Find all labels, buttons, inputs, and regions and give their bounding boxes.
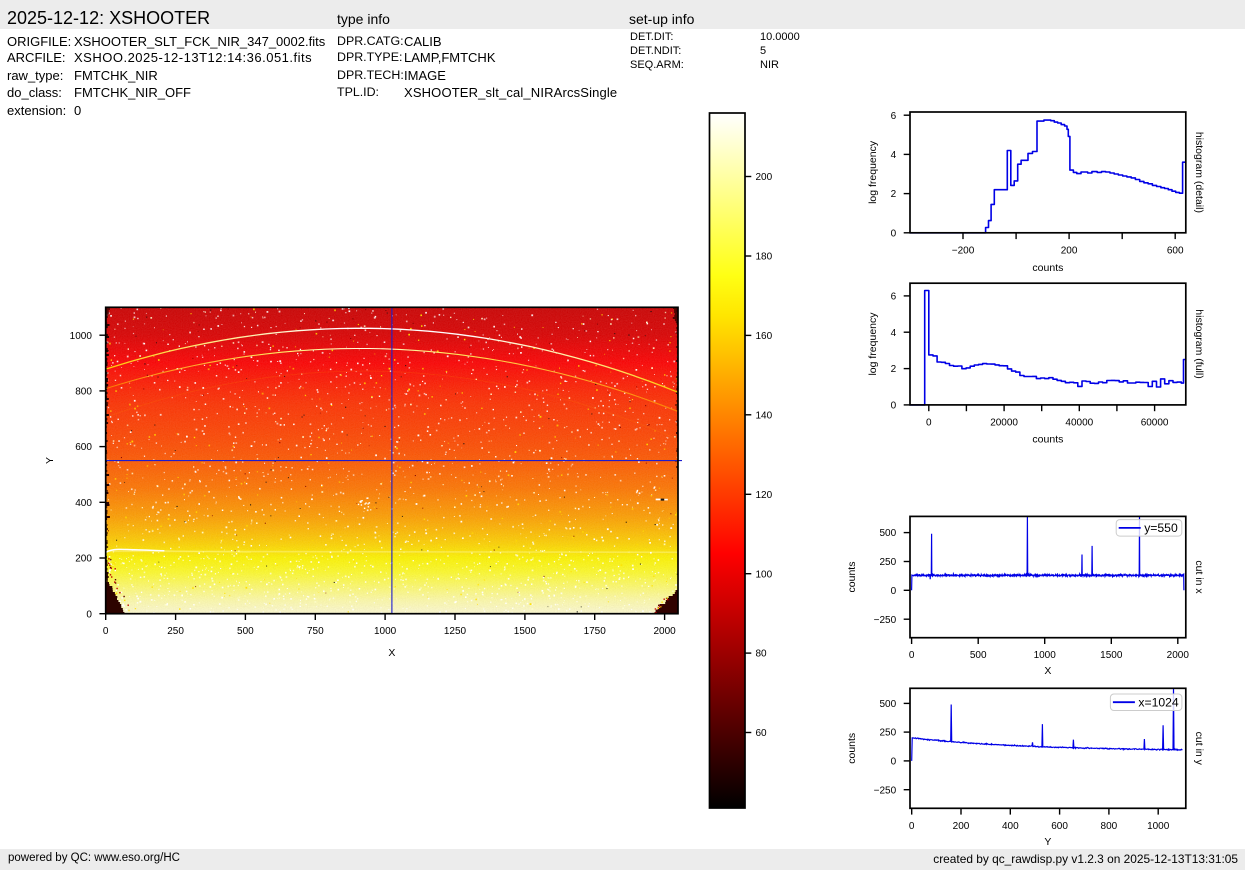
svg-text:100: 100 — [756, 569, 773, 580]
svg-text:0: 0 — [103, 626, 109, 637]
svg-text:1500: 1500 — [514, 626, 537, 637]
svg-text:500: 500 — [237, 626, 254, 637]
svg-text:X: X — [388, 647, 395, 659]
svg-text:200: 200 — [1061, 245, 1078, 256]
svg-text:2: 2 — [891, 364, 897, 375]
svg-text:200: 200 — [756, 172, 773, 183]
svg-text:0: 0 — [891, 586, 897, 597]
svg-text:cut in y: cut in y — [1193, 732, 1205, 766]
svg-text:2000: 2000 — [653, 626, 676, 637]
svg-text:counts: counts — [1032, 262, 1063, 274]
svg-text:counts: counts — [846, 733, 858, 764]
svg-text:1750: 1750 — [584, 626, 607, 637]
svg-text:2000: 2000 — [1167, 650, 1190, 661]
svg-text:60: 60 — [756, 728, 768, 739]
svg-text:600: 600 — [1051, 821, 1068, 832]
svg-text:250: 250 — [880, 557, 897, 568]
svg-text:180: 180 — [756, 252, 773, 263]
svg-text:log frequency: log frequency — [867, 140, 879, 204]
svg-text:500: 500 — [970, 650, 987, 661]
svg-text:800: 800 — [1101, 821, 1118, 832]
svg-text:0: 0 — [909, 821, 915, 832]
svg-text:4: 4 — [891, 150, 897, 161]
svg-text:600: 600 — [75, 442, 92, 453]
svg-text:1000: 1000 — [1147, 821, 1170, 832]
svg-text:250: 250 — [167, 626, 184, 637]
svg-text:1000: 1000 — [70, 331, 93, 342]
svg-text:20000: 20000 — [990, 417, 1018, 428]
svg-text:500: 500 — [880, 528, 897, 539]
svg-text:x=1024: x=1024 — [1138, 696, 1179, 710]
svg-text:200: 200 — [953, 821, 970, 832]
svg-text:60000: 60000 — [1141, 417, 1169, 428]
svg-text:600: 600 — [1167, 245, 1184, 256]
svg-text:1000: 1000 — [374, 626, 397, 637]
svg-text:6: 6 — [891, 111, 897, 122]
svg-text:0: 0 — [86, 609, 92, 620]
svg-text:y=550: y=550 — [1144, 521, 1178, 535]
svg-text:80: 80 — [756, 649, 768, 660]
svg-text:0: 0 — [909, 650, 915, 661]
svg-text:400: 400 — [1002, 821, 1019, 832]
svg-text:140: 140 — [756, 410, 773, 421]
svg-text:−200: −200 — [952, 245, 975, 256]
svg-text:160: 160 — [756, 331, 773, 342]
svg-text:6: 6 — [891, 292, 897, 303]
svg-text:Y: Y — [1044, 836, 1051, 848]
svg-text:120: 120 — [756, 490, 773, 501]
svg-text:2: 2 — [891, 189, 897, 200]
svg-text:counts: counts — [1032, 434, 1063, 446]
svg-text:Y: Y — [44, 457, 56, 464]
svg-text:200: 200 — [75, 554, 92, 565]
svg-text:histogram (full): histogram (full) — [1193, 309, 1205, 378]
svg-text:400: 400 — [75, 498, 92, 509]
svg-text:40000: 40000 — [1065, 417, 1093, 428]
svg-text:800: 800 — [75, 387, 92, 398]
svg-text:1000: 1000 — [1034, 650, 1057, 661]
svg-text:500: 500 — [880, 699, 897, 710]
svg-text:X: X — [1044, 665, 1051, 677]
svg-text:250: 250 — [880, 728, 897, 739]
svg-text:−250: −250 — [874, 615, 897, 626]
svg-text:cut in x: cut in x — [1193, 560, 1205, 594]
svg-text:histogram (detail): histogram (detail) — [1193, 132, 1205, 213]
svg-text:0: 0 — [926, 417, 932, 428]
svg-text:1250: 1250 — [444, 626, 467, 637]
svg-text:0: 0 — [891, 228, 897, 239]
svg-text:1500: 1500 — [1100, 650, 1123, 661]
svg-text:750: 750 — [307, 626, 324, 637]
svg-text:0: 0 — [891, 401, 897, 412]
svg-text:0: 0 — [891, 757, 897, 768]
svg-text:counts: counts — [846, 562, 858, 593]
svg-text:4: 4 — [891, 328, 897, 339]
svg-text:log frequency: log frequency — [867, 312, 879, 376]
svg-text:−250: −250 — [874, 785, 897, 796]
